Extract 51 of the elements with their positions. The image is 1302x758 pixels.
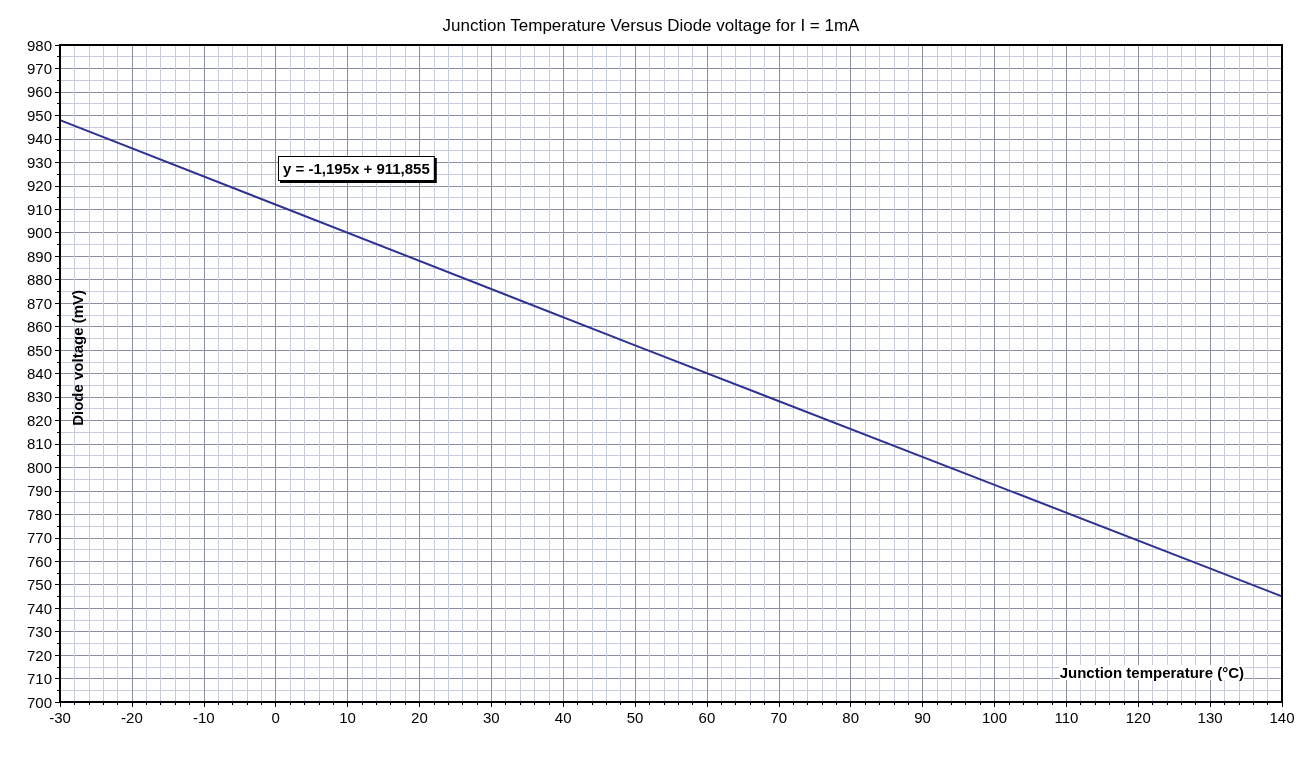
annotation: y = -1,195x + 911,855 (283, 160, 430, 177)
x-tick-label: 50 (626, 709, 644, 726)
x-tick-label: 30 (482, 709, 500, 726)
y-axis-title: Diode voltage (mV) (69, 289, 86, 426)
y-tick-label: 710 (26, 670, 52, 688)
y-tick-label: 820 (26, 411, 52, 429)
x-tick-label: 100 (981, 709, 1007, 726)
y-tick-label: 790 (26, 482, 52, 500)
y-tick-label: 870 (26, 294, 52, 312)
x-tick-label: -20 (121, 709, 143, 726)
x-tick-label: 40 (554, 709, 572, 726)
x-tick-label: 70 (770, 709, 788, 726)
y-tick-label: 830 (26, 388, 52, 406)
y-tick-label: 960 (26, 83, 52, 101)
y-tick-label: 730 (26, 623, 52, 641)
x-tick-label: -30 (49, 709, 71, 726)
y-tick-label: 850 (26, 341, 52, 359)
y-tick-label: 760 (26, 552, 52, 570)
y-tick-label: 800 (26, 458, 52, 476)
y-tick-label: 780 (26, 505, 52, 523)
x-tick-label: 10 (339, 709, 356, 726)
x-tick-label: 90 (914, 709, 931, 726)
x-tick-label: 20 (411, 709, 428, 726)
y-tick-label: 970 (26, 59, 52, 77)
x-tick-label: 130 (1197, 709, 1223, 726)
y-tick-label: 930 (26, 153, 52, 171)
y-tick-label: 900 (26, 224, 52, 242)
y-tick-label: 840 (26, 365, 52, 382)
y-tick-label: 860 (26, 318, 52, 336)
y-tick-label: 810 (26, 435, 52, 453)
y-tick-label: 980 (26, 36, 52, 54)
y-tick-label: 920 (26, 177, 52, 195)
y-tick-label: 740 (26, 599, 52, 617)
chart-title: Junction Temperature Versus Diode voltage for I = 1mA (442, 16, 861, 35)
x-tick-label: 120 (1125, 709, 1151, 726)
y-tick-label: 720 (26, 646, 52, 664)
x-tick-label: 60 (698, 709, 716, 726)
x-axis-title: Junction temperature (°C) (1059, 664, 1245, 681)
y-tick-label: 890 (26, 247, 52, 265)
y-tick-label: 770 (26, 529, 52, 547)
y-tick-label: 910 (26, 200, 52, 218)
x-tick-label: 80 (842, 709, 860, 726)
y-tick-label: 880 (26, 271, 52, 289)
y-tick-label: 700 (26, 693, 52, 711)
x-tick-label: 140 (1269, 709, 1295, 726)
y-tick-label: 940 (26, 130, 52, 148)
x-tick-label: -10 (192, 709, 215, 726)
y-tick-label: 750 (26, 576, 52, 594)
y-tick-label: 950 (26, 106, 52, 124)
x-tick-label: 0 (271, 709, 280, 726)
x-tick-label: 110 (1054, 709, 1079, 726)
